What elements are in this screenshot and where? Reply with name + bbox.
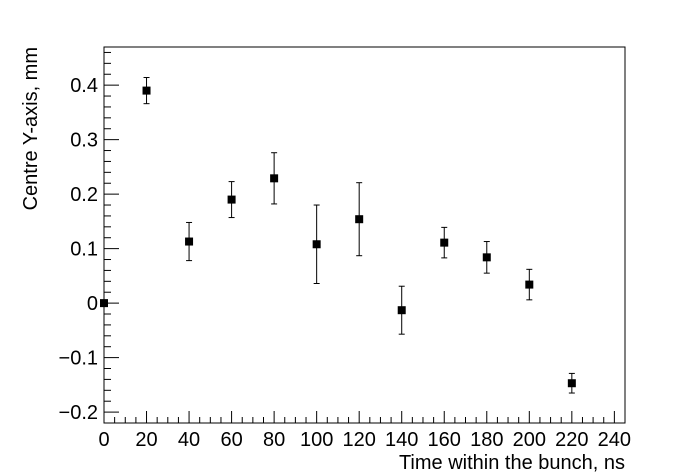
x-tick-label: 60 xyxy=(220,429,242,451)
x-axis-ticks xyxy=(103,411,626,423)
data-point xyxy=(142,86,151,95)
y-axis-ticks xyxy=(104,51,119,424)
x-tick-label: 220 xyxy=(555,429,588,451)
data-point xyxy=(185,237,194,246)
y-tick-label: 0.1 xyxy=(70,239,98,261)
data-point xyxy=(312,240,321,249)
plot-frame xyxy=(103,46,626,424)
x-tick-label: 100 xyxy=(300,429,333,451)
x-tick-label: 120 xyxy=(342,429,375,451)
data-point xyxy=(270,174,279,183)
y-tick-label: 0.2 xyxy=(70,184,98,206)
data-point xyxy=(355,215,364,224)
y-axis-title: Centre Y-axis, mm xyxy=(20,47,42,210)
x-tick-label: 180 xyxy=(470,429,503,451)
x-tick-label: 0 xyxy=(98,429,109,451)
y-tick-label: 0 xyxy=(87,293,98,315)
x-tick-label: 160 xyxy=(428,429,461,451)
data-point xyxy=(100,299,108,308)
y-tick-label: −0.2 xyxy=(59,402,98,424)
x-tick-label: 140 xyxy=(385,429,418,451)
data-point xyxy=(397,306,406,315)
x-tick-label: 40 xyxy=(178,429,200,451)
data-point xyxy=(525,280,534,289)
y-tick-label: 0.4 xyxy=(70,75,98,97)
x-tick-label: 200 xyxy=(513,429,546,451)
data-point xyxy=(482,253,491,262)
x-tick-label: 20 xyxy=(135,429,157,451)
x-axis-title: Time within the bunch, ns xyxy=(399,452,625,472)
data-point xyxy=(227,195,236,204)
data-point xyxy=(567,379,576,388)
y-tick-label: 0.3 xyxy=(70,130,98,152)
y-tick-label: −0.1 xyxy=(59,348,98,370)
x-tick-label: 80 xyxy=(263,429,285,451)
x-tick-label: 240 xyxy=(598,429,631,451)
x-axis-tick-labels: 0 20 40 60 80 100 120 140 160 180 200 220 240 xyxy=(98,429,631,451)
data-point xyxy=(440,238,449,247)
y-axis-tick-labels: −0.2 −0.1 0 0.1 0.2 0.3 0.4 xyxy=(59,75,98,424)
data-points xyxy=(100,77,576,394)
